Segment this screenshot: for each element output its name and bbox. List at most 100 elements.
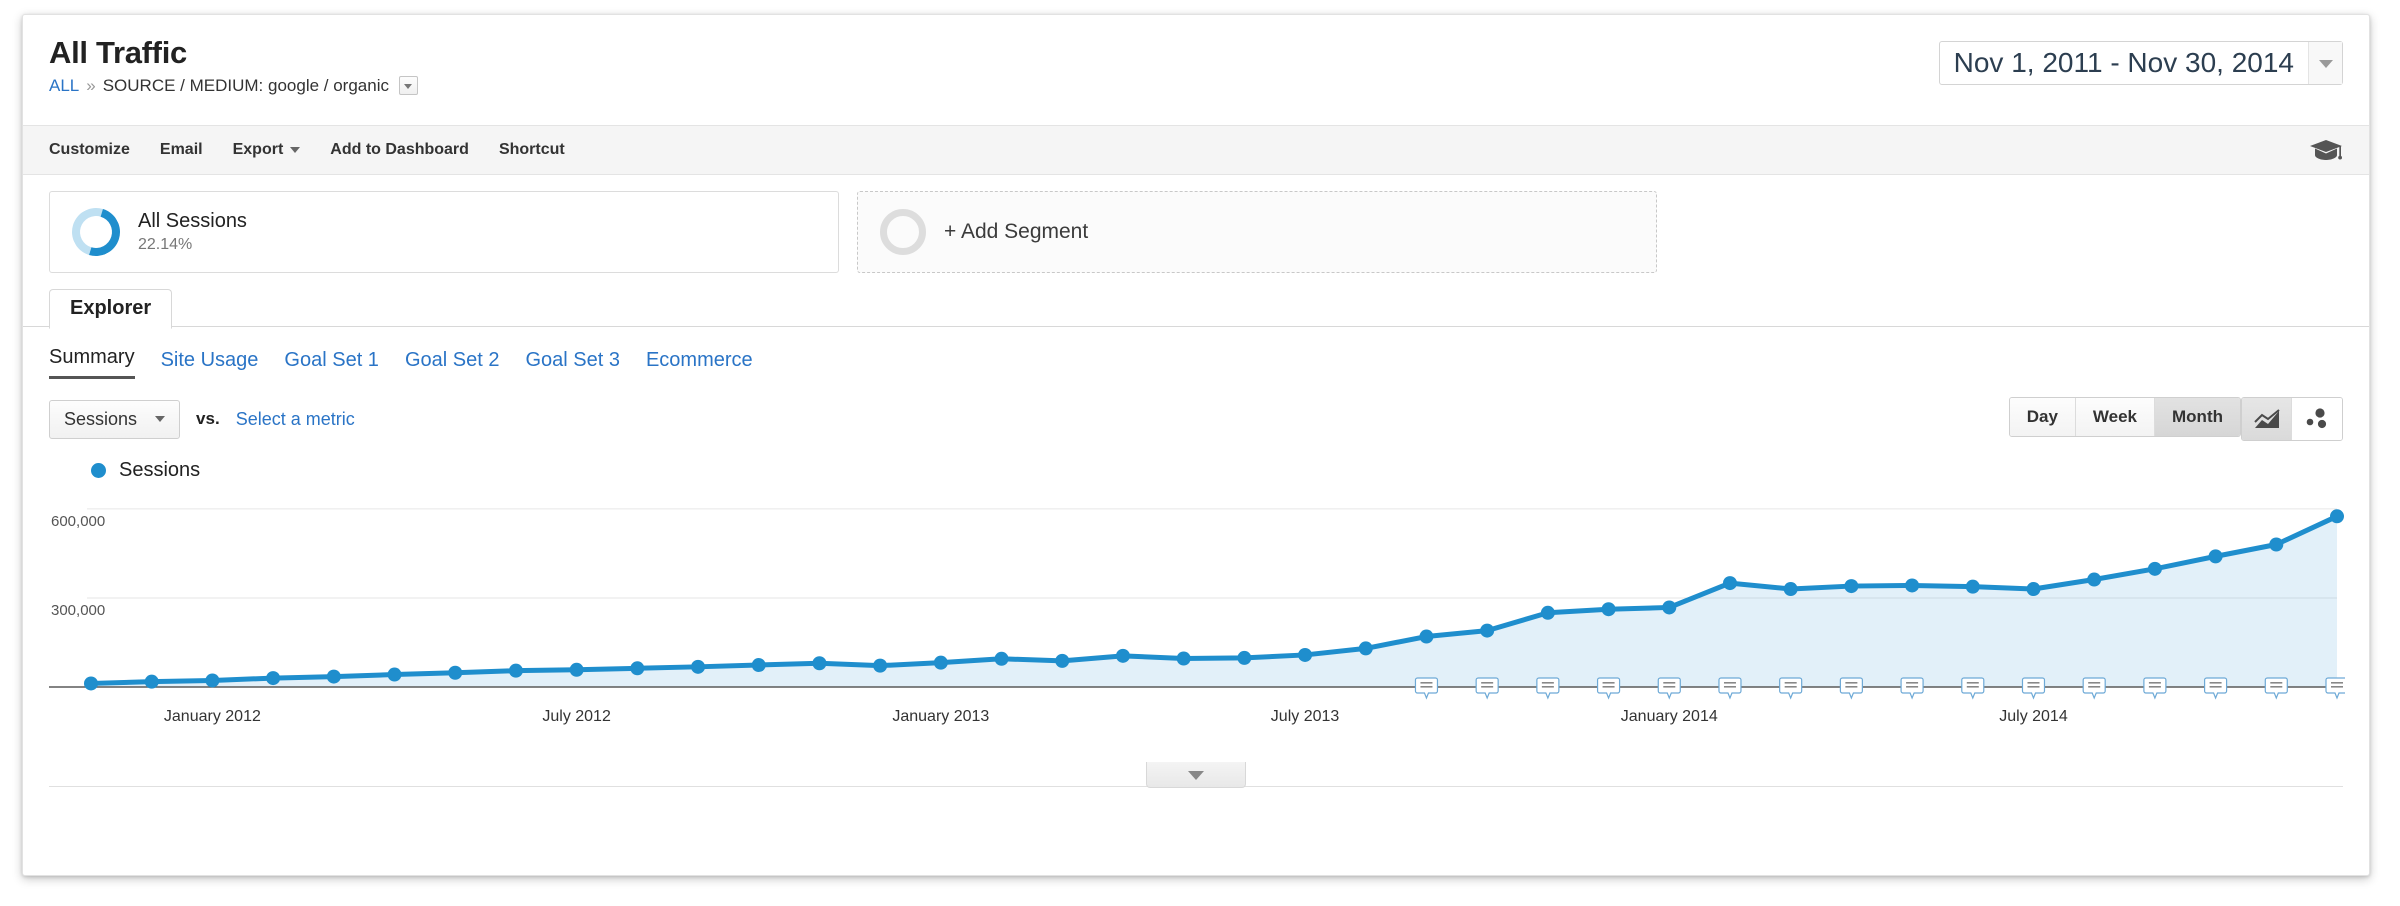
select-a-metric-link[interactable]: Select a metric: [235, 408, 355, 429]
x-axis-tick-label: January 2012: [164, 708, 261, 725]
segment-percent: 22.14%: [138, 236, 193, 253]
subtab-ecommerce[interactable]: Ecommerce: [645, 349, 753, 371]
metric-select-dropdown[interactable]: Sessions: [49, 399, 181, 439]
graduation-cap-icon[interactable]: [2309, 138, 2343, 162]
line-chart-icon[interactable]: [2242, 398, 2292, 440]
report-header: All Traffic ALL » SOURCE / MEDIUM: googl…: [23, 15, 2369, 125]
chart-area-fill: [91, 516, 2337, 687]
chart-data-point[interactable]: [1480, 623, 1495, 638]
chart-annotation-marker[interactable]: [2203, 677, 2228, 700]
chart-data-point[interactable]: [1115, 648, 1130, 663]
chart-annotation-marker[interactable]: [1779, 677, 1803, 700]
chevron-down-icon: [155, 416, 166, 422]
chart-annotation-marker[interactable]: [2325, 677, 2345, 700]
chart-data-point[interactable]: [1783, 582, 1798, 597]
chart-data-point[interactable]: [1965, 579, 1980, 594]
chart-data-point[interactable]: [1298, 647, 1313, 662]
toolbar-add-to-dashboard-button[interactable]: Add to Dashboard: [330, 141, 469, 159]
chart-annotation-marker[interactable]: [1475, 677, 1499, 700]
breadcrumb-chevron-down-icon[interactable]: [398, 76, 418, 96]
granularity-month-button[interactable]: Month: [2155, 398, 2240, 436]
chart-data-point[interactable]: [812, 656, 827, 671]
chart-annotation-marker[interactable]: [2021, 677, 2046, 700]
motion-chart-icon[interactable]: [2292, 398, 2342, 440]
toolbar-email-button[interactable]: Email: [160, 141, 203, 159]
chart-data-point[interactable]: [1176, 651, 1191, 666]
subtab-goal-set-2[interactable]: Goal Set 2: [404, 349, 500, 371]
chart-data-point[interactable]: [84, 676, 98, 691]
chart-data-point[interactable]: [1722, 576, 1737, 591]
chart-data-point[interactable]: [2147, 561, 2162, 576]
report-subtabs: Summary Site Usage Goal Set 1 Goal Set 2…: [23, 327, 2369, 379]
subtab-summary[interactable]: Summary: [49, 346, 135, 379]
report-card: All Traffic ALL » SOURCE / MEDIUM: googl…: [22, 14, 2370, 876]
add-segment-button[interactable]: + Add Segment: [857, 191, 1657, 273]
date-range-selector[interactable]: Nov 1, 2011 - Nov 30, 2014: [1938, 41, 2343, 85]
chart-annotation-marker[interactable]: [2264, 677, 2288, 700]
chart-data-point[interactable]: [1601, 602, 1616, 617]
chart-data-point[interactable]: [1358, 641, 1373, 656]
chart-data-point[interactable]: [508, 663, 523, 678]
add-segment-label: + Add Segment: [944, 220, 1089, 243]
chart-data-point[interactable]: [994, 651, 1009, 666]
chart-data-point[interactable]: [2026, 582, 2041, 597]
chart-annotation-marker[interactable]: [2082, 677, 2106, 700]
date-range-label: Nov 1, 2011 - Nov 30, 2014: [1953, 47, 2294, 78]
explorer-underline: [23, 326, 2369, 327]
sessions-line-chart-svg[interactable]: 300,000 600,000 January 2012 July 2012 Janua…: [49, 487, 2345, 757]
chart-data-point[interactable]: [326, 669, 341, 684]
chart-data-point[interactable]: [691, 659, 706, 674]
y-axis-tick-label: 300,000: [51, 602, 105, 619]
chart-data-point[interactable]: [569, 662, 584, 677]
segment-all-sessions[interactable]: All Sessions 22.14%: [49, 191, 839, 273]
chart-data-point[interactable]: [1237, 650, 1252, 665]
granularity-week-button[interactable]: Week: [2075, 398, 2156, 436]
chart-data-point[interactable]: [2208, 549, 2223, 564]
subtab-goal-set-1[interactable]: Goal Set 1: [284, 349, 379, 371]
subtab-goal-set-3[interactable]: Goal Set 3: [525, 349, 620, 371]
chart-data-point[interactable]: [751, 658, 766, 673]
subtab-site-usage[interactable]: Site Usage: [160, 349, 259, 371]
chart-expander-toggle[interactable]: [1146, 762, 1246, 788]
chart-line-sessions[interactable]: [88, 513, 2340, 686]
chart-annotation-marker[interactable]: [1900, 677, 1924, 700]
chart-data-point[interactable]: [266, 671, 281, 686]
toolbar-customize-button[interactable]: Customize: [49, 141, 130, 159]
chart-data-point[interactable]: [873, 658, 888, 673]
chart-annotation-marker[interactable]: [1961, 677, 1985, 700]
chart-annotation-marker[interactable]: [1657, 677, 1681, 700]
chart-data-point[interactable]: [630, 661, 645, 676]
tab-explorer[interactable]: Explorer: [49, 289, 173, 329]
chart-annotation-marker[interactable]: [1718, 677, 1742, 700]
chevron-down-icon[interactable]: [2308, 42, 2342, 84]
chart-data-point[interactable]: [144, 674, 159, 689]
segments-bar: All Sessions 22.14% + Add Segment: [23, 175, 2369, 283]
chart-annotation-marker[interactable]: [1839, 677, 1863, 700]
chart-data-point[interactable]: [1662, 600, 1677, 615]
chart-data-point[interactable]: [2330, 509, 2344, 524]
report-toolbar: Customize Email Export Add to Dashboard …: [23, 125, 2369, 175]
chart-data-point[interactable]: [1844, 579, 1859, 594]
chart-data-point[interactable]: [1905, 578, 1920, 593]
breadcrumb-root-link[interactable]: ALL: [49, 75, 80, 95]
chart-annotation-marker[interactable]: [2143, 677, 2167, 700]
granularity-day-button[interactable]: Day: [2009, 398, 2076, 436]
toolbar-export-button[interactable]: Export: [233, 141, 301, 159]
legend-color-dot: [91, 462, 106, 478]
segment-name: All Sessions: [138, 210, 247, 232]
chart-data-point[interactable]: [2269, 537, 2284, 552]
toolbar-shortcut-button[interactable]: Shortcut: [499, 141, 565, 159]
chart-data-point[interactable]: [205, 673, 220, 688]
chart-data-point[interactable]: [1419, 629, 1434, 644]
chart-data-point[interactable]: [448, 665, 463, 680]
chart-data-point[interactable]: [1055, 653, 1070, 668]
chart-data-point[interactable]: [933, 655, 948, 670]
chart-data-point[interactable]: [2087, 572, 2102, 587]
chart-annotation-marker[interactable]: [1414, 677, 1439, 700]
chart-annotation-marker[interactable]: [1536, 677, 1560, 700]
chart-annotation-marker[interactable]: [1596, 677, 1621, 700]
chart-data-point[interactable]: [387, 667, 402, 682]
chart-data-point[interactable]: [1540, 605, 1555, 620]
sessions-chart[interactable]: 300,000 600,000 January 2012 July 2012 Janua…: [49, 487, 2345, 788]
